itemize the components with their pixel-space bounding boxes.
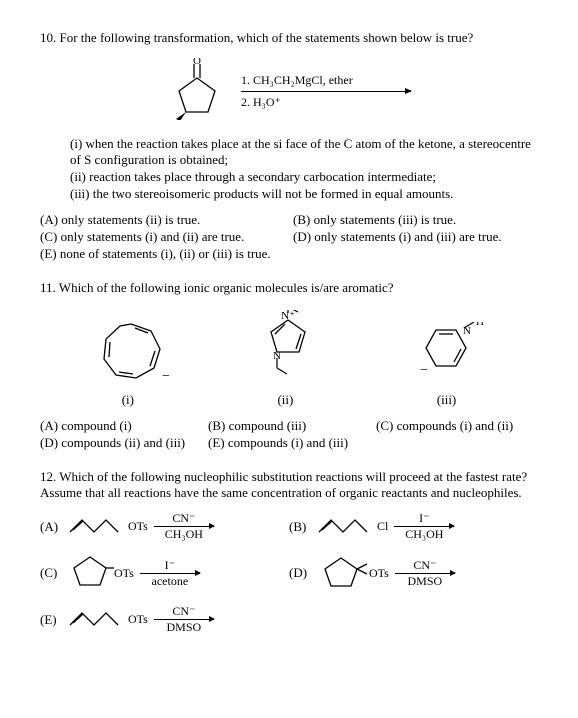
q10-opt-c: (C) only statements (i) and (ii) are tru… <box>40 229 285 245</box>
q12-stem-text: Which of the following nucleophilic subs… <box>40 469 527 500</box>
q12-d-label: (D) <box>289 565 317 581</box>
q12-opt-a: (A) OTs CN⁻ CH₃OH <box>40 511 289 542</box>
arrow-line <box>241 91 411 92</box>
dimethylcyclopentyl-structure <box>317 552 369 594</box>
label-iii: (iii) <box>437 392 457 408</box>
q12-opt-e: (E) OTs CN⁻ DMSO <box>40 604 289 635</box>
q12-e-subst: OTs <box>128 612 148 627</box>
arrow-c: I⁻ acetone <box>140 558 200 589</box>
q11-opt-a: (A) compound (i) <box>40 418 202 434</box>
arrow-d: CN⁻ DMSO <box>395 558 455 589</box>
q10-opt-e: (E) none of statements (i), (ii) or (iii… <box>40 246 538 262</box>
arrow-a: CN⁻ CH₃OH <box>154 511 214 542</box>
q12-a-label: (A) <box>40 519 68 535</box>
q12-row-ab: (A) OTs CN⁻ CH₃OH (B) Cl I⁻ CH₃OH <box>40 511 538 542</box>
q12-opt-d: (D) OTs CN⁻ DMSO <box>289 552 538 594</box>
q11-structures: − N⁺ N <box>50 310 528 388</box>
label-i: (i) <box>122 392 134 408</box>
svg-text:H: H <box>476 322 484 328</box>
structure-ii: N⁺ N <box>253 310 323 388</box>
q11-opt-c: (C) compounds (i) and (ii) <box>376 418 538 434</box>
q10-number: 10. <box>40 30 56 46</box>
svg-text:−: − <box>162 369 170 384</box>
q12-c-subst: OTs <box>114 566 134 581</box>
cyclopentanone-structure: O <box>167 58 227 124</box>
q11-options: (A) compound (i) (B) compound (iii) (C) … <box>40 418 538 451</box>
q10-stem-text: For the following transformation, which … <box>60 30 474 45</box>
statement-iii: (iii) the two stereoisomeric products wi… <box>70 186 538 202</box>
arrow-b: I⁻ CH₃OH <box>394 511 454 542</box>
q11-stem: 11. Which of the following ionic organic… <box>40 280 538 296</box>
q12-opt-b: (B) Cl I⁻ CH₃OH <box>289 511 538 542</box>
q10-opt-a: (A) only statements (ii) is true. <box>40 212 285 228</box>
reaction-arrow: 1. CH₃CH₂MgCl, ether 2. H₃O⁺ <box>241 73 411 110</box>
structure-i: − <box>92 318 170 388</box>
statement-ii: (ii) reaction takes place through a seco… <box>70 169 538 185</box>
cyclopentyl-structure <box>68 553 114 593</box>
q12-opt-c: (C) OTs I⁻ acetone <box>40 553 289 593</box>
q12-number: 12. <box>40 469 56 485</box>
allyl-structure <box>68 514 128 540</box>
allyl-structure <box>317 514 377 540</box>
q12-b-subst: Cl <box>377 519 388 534</box>
q10-stem: 10. For the following transformation, wh… <box>40 30 538 46</box>
q12-row-e: (E) OTs CN⁻ DMSO <box>40 604 538 635</box>
q10-opt-b: (B) only statements (iii) is true. <box>293 212 538 228</box>
q10-diagram: O 1. CH₃CH₂MgCl, ether 2. H₃O⁺ <box>40 58 538 124</box>
question-11: 11. Which of the following ionic organic… <box>40 280 538 451</box>
allyl-structure <box>68 607 128 633</box>
q12-b-label: (B) <box>289 519 317 535</box>
q10-opt-d: (D) only statements (i) and (iii) are tr… <box>293 229 538 245</box>
q11-labels: (i) (ii) (iii) <box>50 392 528 408</box>
q12-a-subst: OTs <box>128 519 148 534</box>
condition-top: 1. CH₃CH₂MgCl, ether <box>241 73 411 89</box>
svg-text:−: − <box>420 363 428 378</box>
arrow-e: CN⁻ DMSO <box>154 604 214 635</box>
q12-row-cd: (C) OTs I⁻ acetone (D) OTs CN⁻ DMSO <box>40 552 538 594</box>
q11-opt-e: (E) compounds (i) and (iii) <box>208 435 370 451</box>
condition-bottom: 2. H₃O⁺ <box>241 94 411 110</box>
q11-opt-b: (B) compound (iii) <box>208 418 370 434</box>
q12-d-subst: OTs <box>369 566 389 581</box>
q11-opt-d: (D) compounds (ii) and (iii) <box>40 435 202 451</box>
label-ii: (ii) <box>277 392 293 408</box>
question-12: 12. Which of the following nucleophilic … <box>40 469 538 635</box>
q10-options: (A) only statements (ii) is true. (B) on… <box>40 212 538 262</box>
q12-c-label: (C) <box>40 565 68 581</box>
statement-i: (i) when the reaction takes place at the… <box>70 136 538 168</box>
q12-e-label: (E) <box>40 612 68 628</box>
svg-text:O: O <box>193 58 201 67</box>
structure-iii: N H − <box>406 322 486 388</box>
question-10: 10. For the following transformation, wh… <box>40 30 538 262</box>
q11-stem-text: Which of the following ionic organic mol… <box>59 280 394 295</box>
q10-statements: (i) when the reaction takes place at the… <box>70 136 538 202</box>
q12-stem: 12. Which of the following nucleophilic … <box>40 469 538 501</box>
q11-number: 11. <box>40 280 56 296</box>
